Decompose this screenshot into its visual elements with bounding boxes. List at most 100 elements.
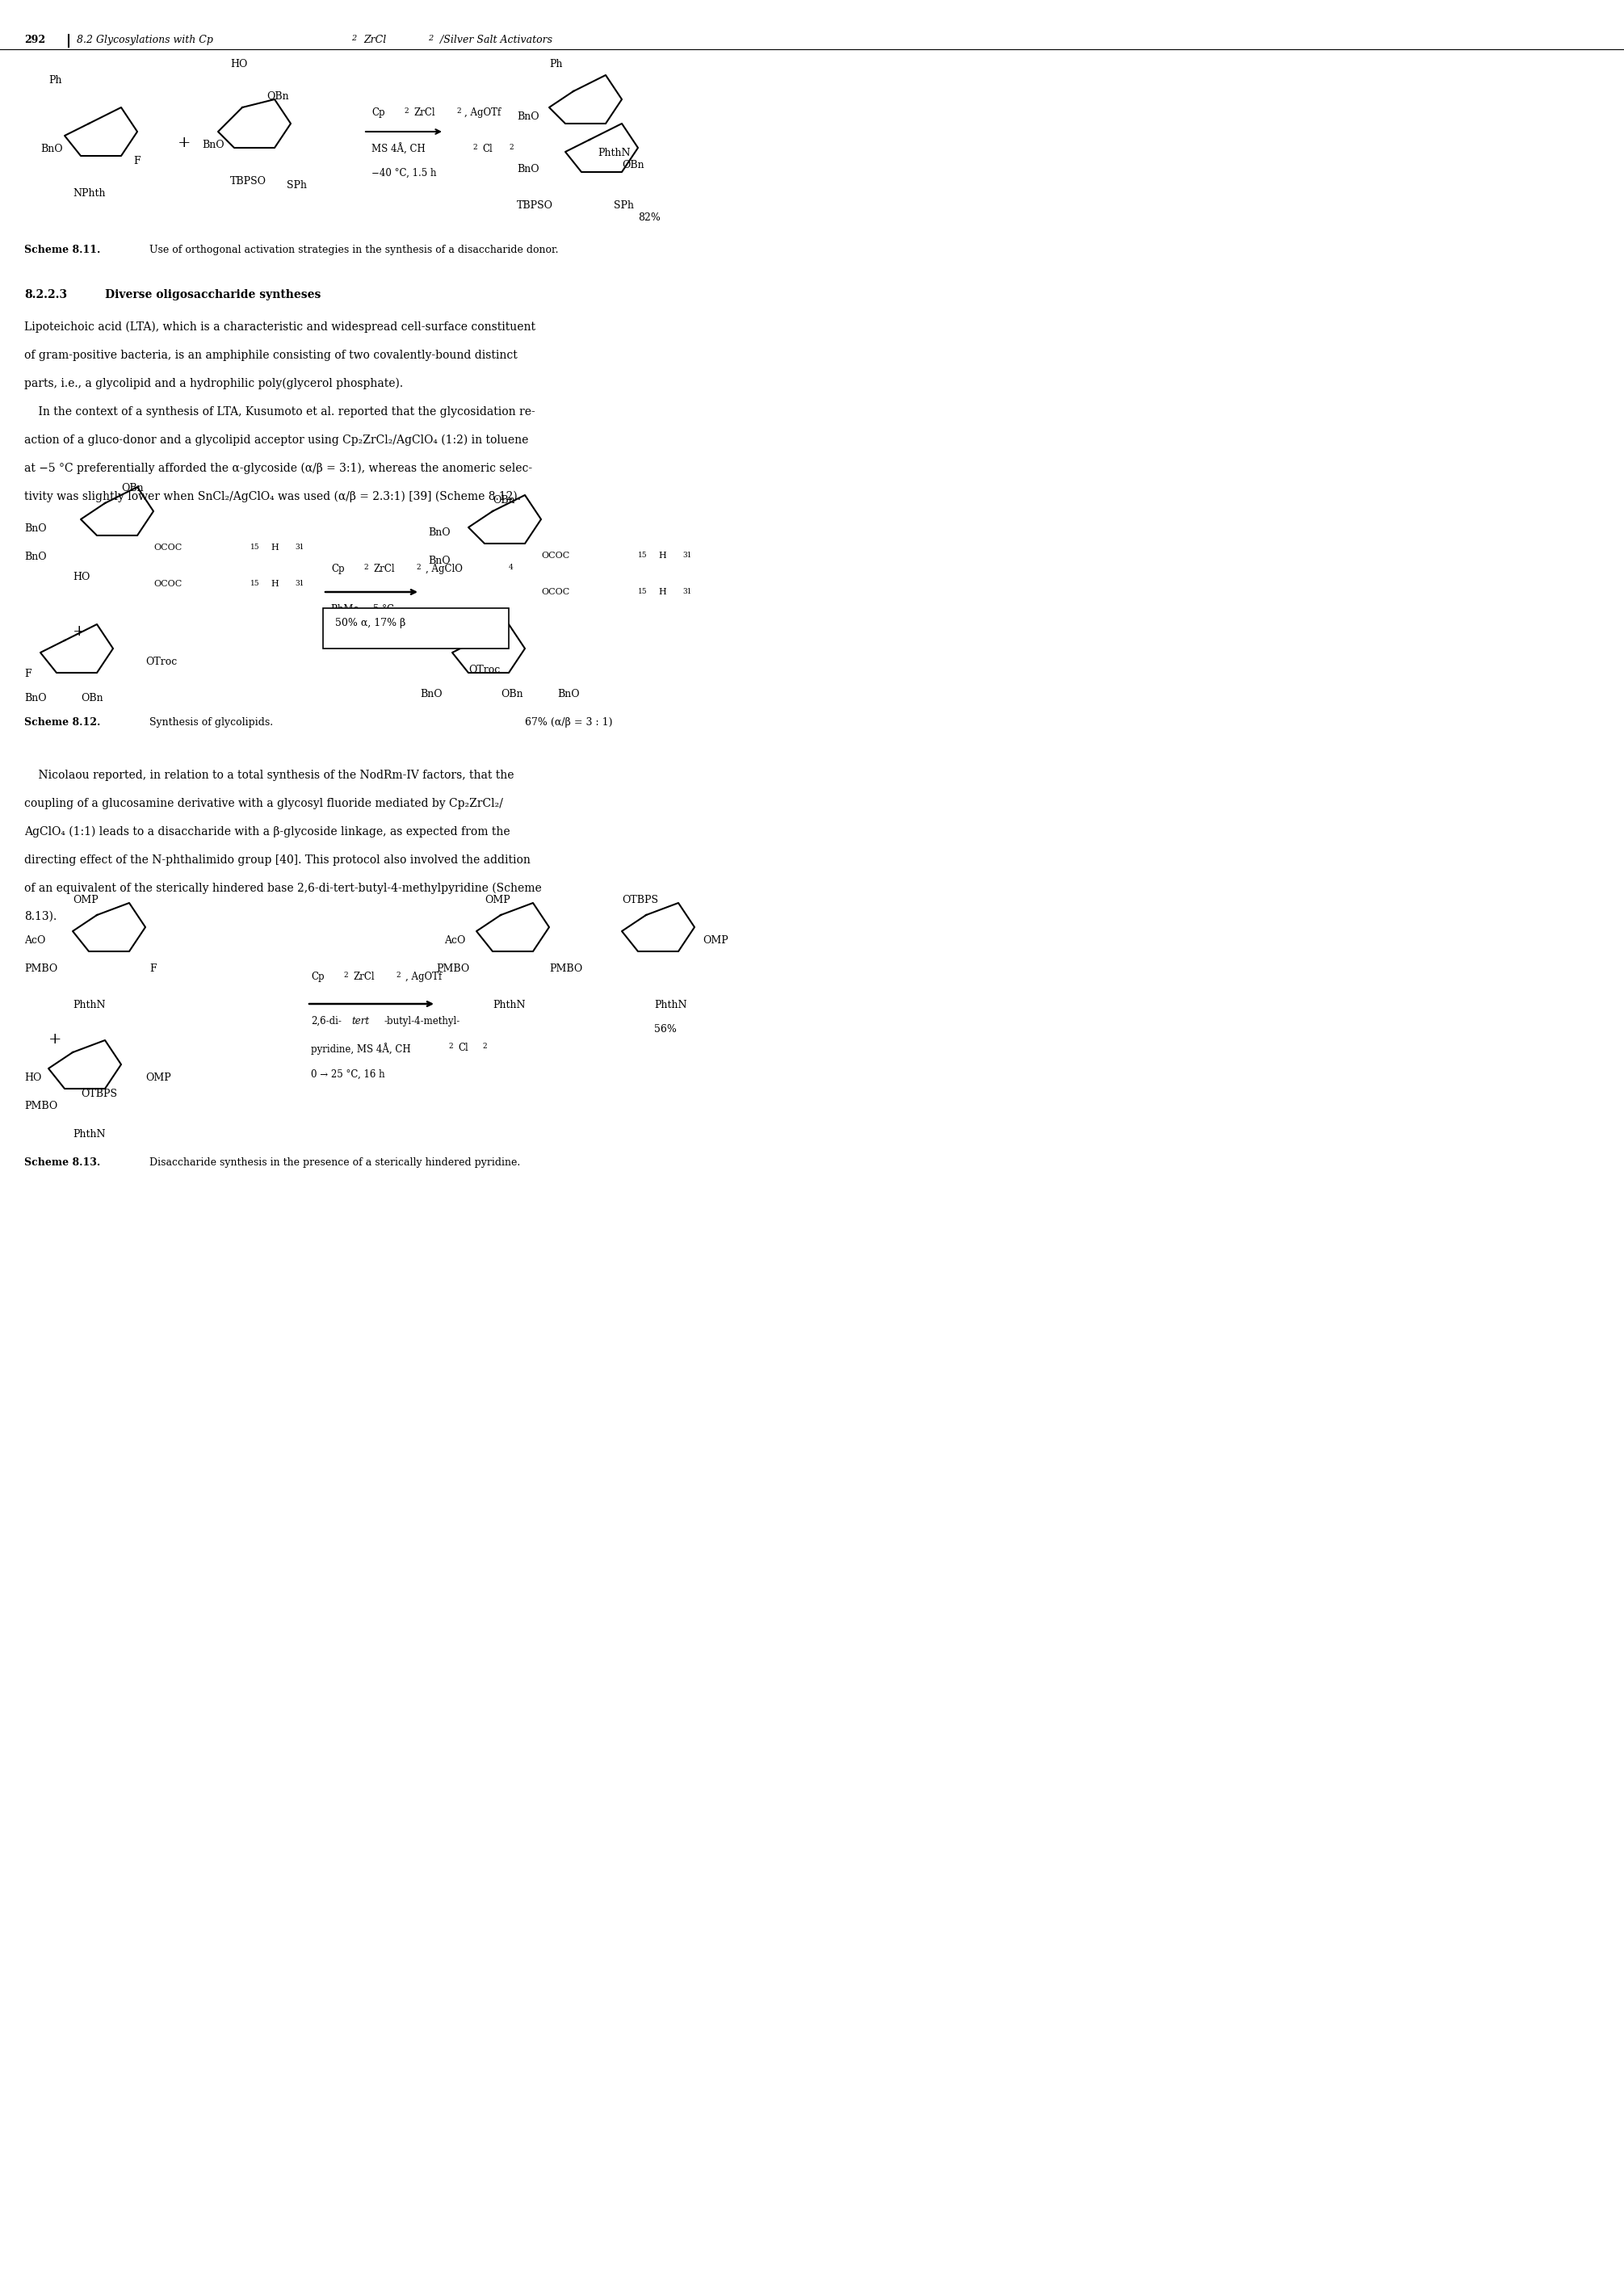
Text: Cl: Cl — [482, 144, 492, 153]
Text: Ph: Ph — [549, 59, 562, 69]
FancyBboxPatch shape — [323, 609, 508, 648]
Text: AcO: AcO — [443, 936, 466, 945]
Text: 2: 2 — [364, 563, 369, 572]
Text: ZrCl: ZrCl — [364, 34, 387, 46]
Text: TBPSO: TBPSO — [516, 201, 554, 210]
Text: In the context of a synthesis of LTA, Kusumoto et al. reported that the glycosid: In the context of a synthesis of LTA, Ku… — [24, 407, 536, 416]
Text: Lipoteichoic acid (LTA), which is a characteristic and widespread cell-surface c: Lipoteichoic acid (LTA), which is a char… — [24, 320, 536, 334]
Text: 2: 2 — [396, 972, 400, 979]
Text: F: F — [133, 156, 140, 167]
Text: -butyl-4-methyl-: -butyl-4-methyl- — [383, 1016, 460, 1027]
Text: PhthN: PhthN — [73, 1128, 106, 1139]
Text: Scheme 8.13.: Scheme 8.13. — [24, 1158, 101, 1167]
Text: OTroc: OTroc — [146, 657, 177, 668]
Text: 15: 15 — [638, 551, 648, 558]
Text: BnO: BnO — [516, 165, 539, 174]
Text: , AgOTf: , AgOTf — [406, 972, 442, 982]
Text: 2: 2 — [448, 1043, 453, 1050]
Text: F: F — [149, 963, 156, 975]
Text: Cp: Cp — [372, 108, 385, 119]
Text: parts, i.e., a glycolipid and a hydrophilic poly(glycerol phosphate).: parts, i.e., a glycolipid and a hydrophi… — [24, 378, 403, 389]
Text: +: + — [177, 135, 192, 151]
Text: , AgClO: , AgClO — [425, 563, 463, 574]
Text: PhthN: PhthN — [654, 1000, 687, 1011]
Text: 15: 15 — [250, 545, 260, 551]
Text: OTroc: OTroc — [468, 666, 500, 675]
Text: OTBPS: OTBPS — [81, 1089, 117, 1098]
Text: Use of orthogonal activation strategies in the synthesis of a disaccharide donor: Use of orthogonal activation strategies … — [149, 245, 559, 256]
Text: BnO: BnO — [201, 140, 224, 151]
Text: 82%: 82% — [638, 213, 661, 222]
Text: tert: tert — [351, 1016, 369, 1027]
Text: ZrCl: ZrCl — [374, 563, 395, 574]
Text: OBn: OBn — [622, 160, 645, 169]
Text: Cp: Cp — [310, 972, 325, 982]
Text: OCOC: OCOC — [541, 551, 570, 561]
Text: −40 °C, 1.5 h: −40 °C, 1.5 h — [372, 167, 437, 178]
Text: OCOC: OCOC — [153, 579, 182, 588]
Text: OBn: OBn — [81, 693, 102, 702]
Text: +: + — [49, 1032, 62, 1046]
Text: HO: HO — [73, 572, 89, 583]
Text: HO: HO — [24, 1073, 42, 1082]
Text: /Silver Salt Activators: /Silver Salt Activators — [440, 34, 552, 46]
Text: OMP: OMP — [146, 1073, 171, 1082]
Text: 2: 2 — [508, 144, 513, 151]
Text: TBPSO: TBPSO — [231, 176, 266, 188]
Text: 4: 4 — [508, 563, 513, 572]
Text: BnO: BnO — [557, 689, 580, 700]
Text: of gram-positive bacteria, is an amphiphile consisting of two covalently-bound d: of gram-positive bacteria, is an amphiph… — [24, 350, 518, 362]
Text: OBn: OBn — [122, 483, 143, 494]
Text: BnO: BnO — [429, 526, 450, 538]
Text: Nicolaou reported, in relation to a total synthesis of the NodRm-IV factors, tha: Nicolaou reported, in relation to a tota… — [24, 769, 515, 780]
Text: SPh: SPh — [287, 181, 307, 190]
Text: 292: 292 — [24, 34, 45, 46]
Text: 2: 2 — [473, 144, 477, 151]
Text: BnO: BnO — [429, 556, 450, 565]
Text: 31: 31 — [682, 551, 692, 558]
Text: 2: 2 — [456, 108, 461, 114]
Text: HO: HO — [231, 59, 247, 69]
Text: PMBO: PMBO — [549, 963, 583, 975]
Text: H: H — [658, 551, 666, 561]
Text: OTBPS: OTBPS — [622, 895, 658, 906]
Text: +: + — [73, 625, 86, 638]
Text: BnO: BnO — [41, 144, 63, 153]
Text: tivity was slightly lower when SnCl₂/AgClO₄ was used (α/β = 2.3:1) [39] (Scheme : tivity was slightly lower when SnCl₂/AgC… — [24, 492, 521, 503]
Text: 2: 2 — [404, 108, 408, 114]
Text: 31: 31 — [296, 579, 304, 588]
Text: 15: 15 — [250, 579, 260, 588]
Text: 31: 31 — [296, 545, 304, 551]
Text: OBn: OBn — [266, 92, 289, 101]
Text: 31: 31 — [682, 588, 692, 595]
Text: PhthN: PhthN — [73, 1000, 106, 1011]
Text: ZrCl: ZrCl — [414, 108, 435, 119]
Text: PhMe, −5 °C: PhMe, −5 °C — [331, 604, 395, 615]
Text: Ph: Ph — [49, 76, 62, 85]
Text: PhthN: PhthN — [492, 1000, 525, 1011]
Text: 2,6-di-: 2,6-di- — [310, 1016, 341, 1027]
Text: 2: 2 — [351, 34, 356, 41]
Text: Cp: Cp — [331, 563, 344, 574]
Text: BnO: BnO — [24, 693, 47, 702]
Text: 0 → 25 °C, 16 h: 0 → 25 °C, 16 h — [310, 1068, 385, 1080]
Text: 8.13).: 8.13). — [24, 911, 57, 922]
Text: PMBO: PMBO — [24, 1101, 57, 1112]
Text: AgClO₄ (1:1) leads to a disaccharide with a β-glycoside linkage, as expected fro: AgClO₄ (1:1) leads to a disaccharide wit… — [24, 826, 510, 837]
Text: 2: 2 — [429, 34, 434, 41]
Text: 2: 2 — [416, 563, 421, 572]
Text: 8.2 Glycosylations with Cp: 8.2 Glycosylations with Cp — [76, 34, 213, 46]
Text: pyridine, MS 4Å, CH: pyridine, MS 4Å, CH — [310, 1043, 411, 1055]
Text: PMBO: PMBO — [24, 963, 57, 975]
Text: 56%: 56% — [654, 1025, 677, 1034]
Text: BnO: BnO — [516, 112, 539, 121]
Text: OCOC: OCOC — [541, 588, 570, 597]
Text: H: H — [658, 588, 666, 597]
Text: OBn: OBn — [492, 494, 515, 506]
Text: 8.2.2.3: 8.2.2.3 — [24, 288, 67, 300]
Text: action of a gluco-donor and a glycolipid acceptor using Cp₂ZrCl₂/AgClO₄ (1:2) in: action of a gluco-donor and a glycolipid… — [24, 435, 528, 446]
Text: directing effect of the N-phthalimido group [40]. This protocol also involved th: directing effect of the N-phthalimido gr… — [24, 853, 531, 865]
Text: Synthesis of glycolipids.: Synthesis of glycolipids. — [149, 716, 273, 728]
Text: OCOC: OCOC — [153, 545, 182, 551]
Text: BnO: BnO — [24, 524, 47, 533]
